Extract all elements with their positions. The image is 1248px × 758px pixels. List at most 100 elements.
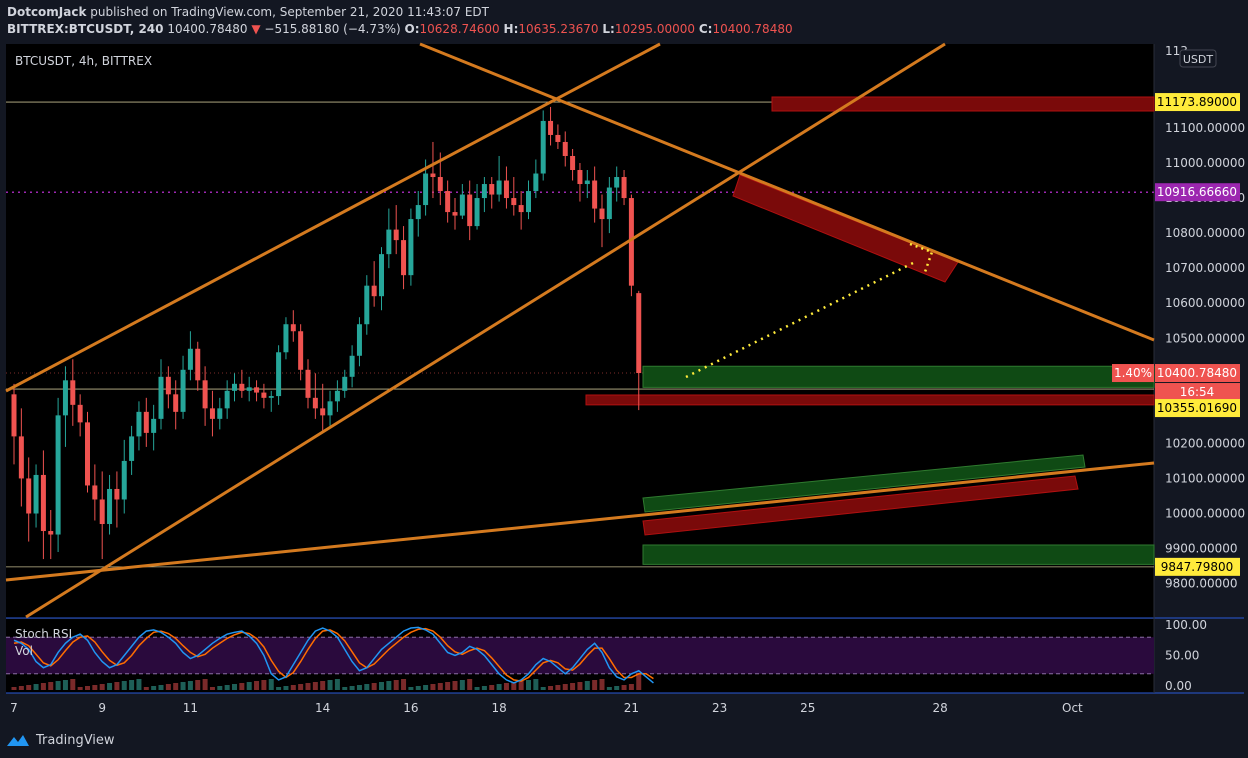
volume-bar [151,686,157,690]
volume-bar [437,683,443,690]
candle-body [11,394,17,437]
volume-bar [18,686,24,690]
candle-body [518,205,524,213]
last-price: 10400.78480 [167,22,248,36]
ohlc-header: BITTREX:BTCUSDT, 240 10400.78480 ▼ −515.… [7,22,793,36]
volume-bar [261,680,267,690]
candle-body [70,380,76,405]
volume-bar [187,681,193,690]
volume-bar [180,682,186,690]
stoch-rsi-label: Stoch RSI [15,627,72,641]
volume-bar [195,680,201,690]
trend-line [5,42,661,393]
candles-layer [11,106,642,560]
volume-bar [496,684,502,690]
candle-body [533,173,539,192]
candle-body [599,208,605,220]
candle-body [496,180,502,195]
time-tick-label: 18 [491,701,506,715]
volume-bar [327,680,333,690]
volume-bar [445,682,451,690]
candle-body [423,173,429,206]
candle-body [459,194,465,216]
candle-body [437,177,443,192]
candle-body [540,120,546,174]
down-arrow-icon: ▼ [251,22,261,36]
candle-body [621,177,627,199]
stoch-rsi-layer [6,626,1154,690]
volume-bar [62,680,68,690]
volume-bar [577,682,583,690]
volume-bar [48,682,54,690]
volume-bar [533,679,539,690]
candle-body [209,408,215,419]
price-label-high: 11173.89000 [1157,95,1237,109]
time-tick-label: 14 [315,701,330,715]
time-tick-label: 28 [932,701,947,715]
volume-bar [621,685,627,690]
volume-bar [202,679,208,690]
candle-body [452,212,458,216]
currency-badge[interactable]: USDT [1179,49,1217,68]
candle-body [584,180,590,185]
candle-body [393,229,399,241]
candle-body [77,404,83,423]
candle-body [18,436,24,479]
volume-bar [489,685,495,690]
volume-bar [555,685,561,690]
candle-body [371,285,377,297]
price-tick-label: 9900.00000 [1165,542,1238,556]
red-zone-top [771,96,1155,112]
volume-bar [401,679,407,690]
price-label-magenta-bg [1155,183,1240,202]
price-tick-label: 10700.00000 [1165,261,1245,275]
author-name[interactable]: DotcomJack [7,5,87,19]
main-pane[interactable] [6,44,1154,618]
volume-bar [606,687,612,690]
price-tick-label: 10600.00000 [1165,296,1245,310]
volume-bar [540,687,546,690]
candle-body [320,408,326,416]
close-value: 10400.78480 [712,22,793,36]
low-value: 10295.00000 [614,22,695,36]
volume-bar [356,685,362,690]
green-zone-bottom [642,544,1155,565]
volume-bar [312,682,318,690]
time-tick-label: 9 [98,701,106,715]
pct-badge: 1.40% [1114,366,1152,380]
candle-body [92,485,98,500]
candle-body [129,436,135,461]
volume-bar [408,687,414,690]
candle-body [327,401,333,416]
volume-bar [114,682,120,690]
stoch-d-line [13,627,654,682]
price-tick-label: 10800.00000 [1165,226,1245,240]
drawing-layer [5,42,1155,619]
volume-bar [26,685,32,690]
volume-bar [85,686,90,690]
red-zone-rising [642,475,1079,536]
low-label: L: [602,22,615,36]
candle-body [239,383,245,391]
volume-bar [334,679,340,690]
symbol-full: BITTREX:BTCUSDT, 240 [7,22,164,36]
candle-body [187,348,193,370]
candle-body [364,285,370,325]
candle-body [489,184,495,195]
price-label-high-bg [1155,93,1240,112]
volume-bar [283,686,289,690]
tradingview-brand[interactable]: TradingView [6,730,115,750]
candle-body [386,229,392,255]
candle-body [261,392,267,398]
volume-bar [423,685,429,690]
volume-bar [386,681,392,690]
candle-body [474,198,480,227]
candle-body [467,194,473,227]
candle-body [334,390,340,402]
candle-body [349,355,355,377]
volume-bar [415,686,421,690]
price-tick-label: 10200.00000 [1165,436,1245,450]
candle-body [26,478,32,514]
time-tick-label: 16 [403,701,418,715]
